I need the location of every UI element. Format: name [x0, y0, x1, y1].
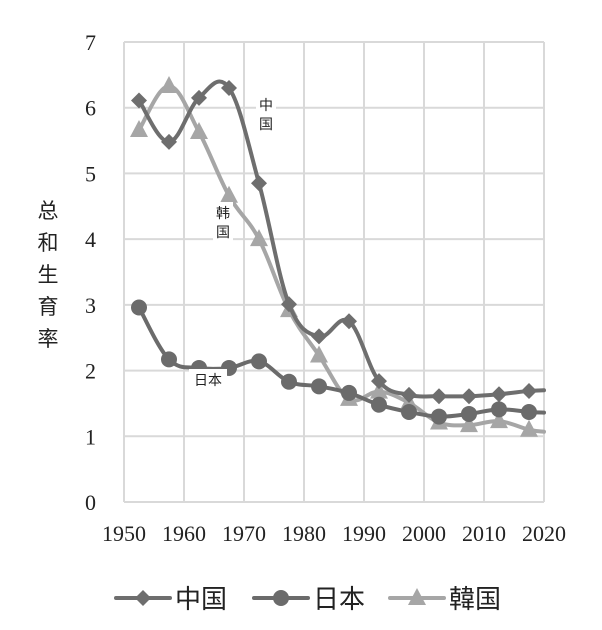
y-axis-label-char: 和 — [38, 231, 59, 255]
y-axis-ticks: 0 1 2 3 4 5 6 7 — [85, 30, 96, 515]
series-annotation: 国 — [216, 225, 230, 241]
circle-marker-icon — [491, 401, 507, 418]
x-tick-label: 2000 — [402, 521, 446, 546]
triangle-marker-icon — [160, 76, 178, 94]
triangle-marker-icon — [250, 229, 268, 247]
diamond-marker-icon — [191, 89, 207, 106]
y-tick-label: 2 — [85, 359, 96, 384]
legend-item: 中国 — [114, 585, 227, 615]
x-tick-label: 1950 — [102, 521, 146, 546]
diamond-marker-icon — [401, 386, 417, 403]
y-tick-label: 6 — [85, 96, 96, 121]
series-diamond — [131, 79, 546, 405]
circle-marker-icon — [461, 405, 477, 422]
y-axis-label-char: 育 — [38, 295, 59, 319]
diamond-marker-icon — [251, 175, 267, 192]
legend-item: 日本 — [252, 585, 365, 615]
annotation-bg — [256, 94, 276, 134]
y-tick-label: 7 — [85, 30, 96, 55]
diamond-marker-icon — [221, 80, 237, 96]
legend-label: 中国 — [175, 585, 227, 615]
circle-marker-icon — [131, 299, 147, 316]
annotation-bg — [189, 369, 227, 391]
y-tick-label: 4 — [85, 227, 96, 252]
x-tick-label: 1990 — [342, 521, 386, 546]
diamond-marker-icon — [341, 313, 357, 330]
triangle-marker-icon — [460, 415, 478, 433]
x-tick-label: 2020 — [522, 521, 566, 546]
triangle-marker-icon — [520, 419, 538, 437]
y-tick-label: 3 — [85, 293, 96, 318]
triangle-marker-icon — [490, 411, 508, 429]
y-axis-label-char: 率 — [38, 327, 59, 351]
diamond-marker-icon — [431, 388, 447, 405]
diamond-marker-icon — [521, 382, 537, 399]
triangle-marker-icon — [190, 122, 208, 140]
y-axis-label-char: 生 — [38, 263, 59, 287]
y-axis-label-char: 总 — [38, 199, 59, 223]
legend-circle-icon — [273, 590, 289, 606]
y-tick-label: 0 — [85, 490, 96, 515]
diamond-marker-icon — [281, 296, 297, 313]
diamond-marker-icon — [491, 386, 507, 403]
circle-marker-icon — [521, 403, 537, 420]
circle-marker-icon — [401, 403, 417, 420]
triangle-marker-icon — [130, 120, 148, 138]
triangle-marker-icon — [310, 345, 328, 363]
diamond-marker-icon — [461, 388, 477, 405]
diamond-marker-icon — [371, 373, 387, 390]
x-tick-label: 2010 — [462, 521, 506, 546]
series-circle — [131, 299, 546, 425]
legend-label: 韓国 — [449, 585, 501, 615]
circle-marker-icon — [161, 351, 177, 368]
diamond-marker-icon — [161, 133, 177, 150]
x-tick-label: 1970 — [222, 521, 266, 546]
series-annotation: 国 — [259, 117, 273, 133]
circle-marker-icon — [281, 373, 297, 390]
triangle-marker-icon — [370, 381, 388, 399]
diamond-marker-icon — [131, 92, 147, 109]
triangle-marker-icon — [220, 185, 238, 203]
legend-label: 日本 — [313, 585, 365, 615]
circle-marker-icon — [311, 378, 327, 395]
series-annotation: 日本 — [194, 373, 222, 389]
x-axis-ticks: 1950 1960 1970 1980 1990 2000 2010 2020 — [102, 521, 566, 546]
y-tick-label: 1 — [85, 424, 96, 449]
legend-diamond-icon — [135, 590, 151, 606]
series-lines — [130, 76, 546, 437]
series-annotation: 中 — [259, 98, 273, 114]
circle-marker-icon — [341, 384, 357, 401]
series-line — [137, 79, 546, 399]
y-tick-label: 5 — [85, 161, 96, 186]
legend: 中国 日本 韓国 — [114, 585, 501, 615]
circle-marker-icon — [371, 396, 387, 413]
x-tick-label: 1980 — [282, 521, 326, 546]
legend-item: 韓国 — [388, 585, 501, 615]
circle-marker-icon — [251, 353, 267, 370]
circle-marker-icon — [431, 408, 447, 425]
x-tick-label: 1960 — [162, 521, 206, 546]
diamond-marker-icon — [311, 328, 327, 345]
series-annotation: 韩 — [216, 206, 230, 222]
legend-triangle-icon — [408, 588, 426, 605]
annotation-bg — [213, 202, 233, 242]
